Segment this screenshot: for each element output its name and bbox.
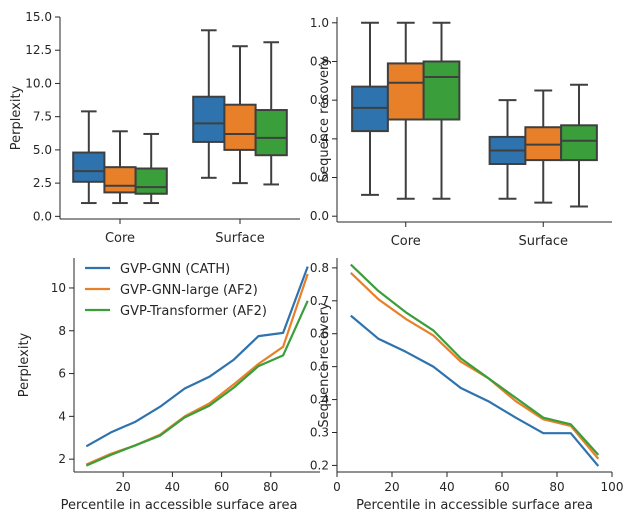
- y-axis-label: Sequence recovery: [317, 302, 332, 427]
- y-tick-label: 8: [58, 324, 66, 338]
- y-axis-label: Perplexity: [9, 85, 24, 150]
- legend-label: GVP-GNN-large (AF2): [120, 283, 258, 298]
- y-tick-label: 10.0: [25, 76, 52, 90]
- x-tick-label: Surface: [518, 234, 568, 249]
- y-tick-label: 0.3: [310, 425, 329, 439]
- y-tick-label: 1.0: [310, 16, 329, 30]
- y-tick-label: 12.5: [25, 43, 52, 57]
- y-tick-label: 4: [58, 409, 66, 423]
- y-tick-label: 0.0: [33, 209, 52, 223]
- x-tick-label: Core: [391, 234, 421, 249]
- y-tick-label: 15.0: [25, 10, 52, 24]
- y-axis-label: Perplexity: [17, 332, 32, 397]
- box-orange: [223, 103, 257, 151]
- box-green: [134, 167, 168, 195]
- x-tick-label: 60: [214, 480, 229, 494]
- x-tick-label: 0: [333, 480, 341, 494]
- y-tick-label: 0.6: [310, 93, 329, 107]
- box-green: [560, 124, 598, 162]
- series-line-green: [350, 263, 600, 456]
- y-tick-label: 2: [58, 452, 66, 466]
- y-tick-label: 0.4: [310, 393, 329, 407]
- box-green: [422, 60, 461, 121]
- x-tick-label: 100: [601, 480, 624, 494]
- x-tick-label: 20: [116, 480, 131, 494]
- y-tick-label: 0.4: [310, 132, 329, 146]
- y-tick-label: 6: [58, 367, 66, 381]
- series-line-blue: [350, 314, 600, 467]
- x-tick-label: 60: [494, 480, 509, 494]
- y-tick-label: 0.8: [310, 261, 329, 275]
- y-tick-label: 0.0: [310, 209, 329, 223]
- boxplot-sequence-recovery-panel: 0.0 0.2 0.4 0.6 0.8 1.0 Sequence recovery Core S…: [310, 16, 612, 249]
- y-tick-label: 5.0: [33, 143, 52, 157]
- x-axis-label: Percentile in accessible surface area: [356, 498, 593, 513]
- y-tick-label: 2.5: [33, 176, 52, 190]
- boxplot-perplexity-panel: 0.0 2.5 5.0 7.5 10.0 12.5 15.0 Perplexity Core Su…: [9, 10, 300, 246]
- y-tick-label: 10: [51, 281, 66, 295]
- box-orange: [386, 62, 425, 121]
- box-green: [254, 109, 288, 157]
- series-line-orange: [350, 272, 600, 460]
- x-tick-label: 80: [263, 480, 278, 494]
- y-axis-label: Sequence recovery: [317, 57, 332, 182]
- x-tick-label: Surface: [215, 231, 265, 246]
- x-tick-label: Core: [105, 231, 135, 246]
- y-tick-label: 0.2: [310, 171, 329, 185]
- lineplot-perplexity-panel: 2 4 6 8 10 Perplexity 20 40 60 80 Percentile in ac…: [17, 258, 320, 513]
- box-blue: [192, 95, 226, 143]
- lineplot-sequence-recovery-panel: 0.2 0.3 0.4 0.5 0.6 0.7 0.8 Sequence recovery 0 2…: [310, 258, 624, 513]
- y-tick-label: 0.6: [310, 327, 329, 341]
- y-tick-label: 0.2: [310, 458, 329, 472]
- series-line-green: [85, 300, 309, 467]
- legend-label: GVP-Transformer (AF2): [120, 304, 267, 319]
- box-blue: [72, 151, 106, 183]
- x-tick-label: 20: [384, 480, 399, 494]
- x-axis-label: Percentile in accessible surface area: [61, 498, 298, 513]
- series-line-orange: [85, 273, 309, 466]
- series-line-blue: [85, 266, 309, 448]
- y-tick-label: 0.7: [310, 294, 329, 308]
- y-tick-label: 0.5: [310, 360, 329, 374]
- y-tick-label: 7.5: [33, 110, 52, 124]
- x-tick-label: 40: [439, 480, 454, 494]
- y-tick-label: 0.8: [310, 54, 329, 68]
- x-tick-label: 40: [165, 480, 180, 494]
- legend-label: GVP-GNN (CATH): [120, 262, 230, 277]
- box-orange: [103, 166, 137, 194]
- x-tick-label: 80: [549, 480, 564, 494]
